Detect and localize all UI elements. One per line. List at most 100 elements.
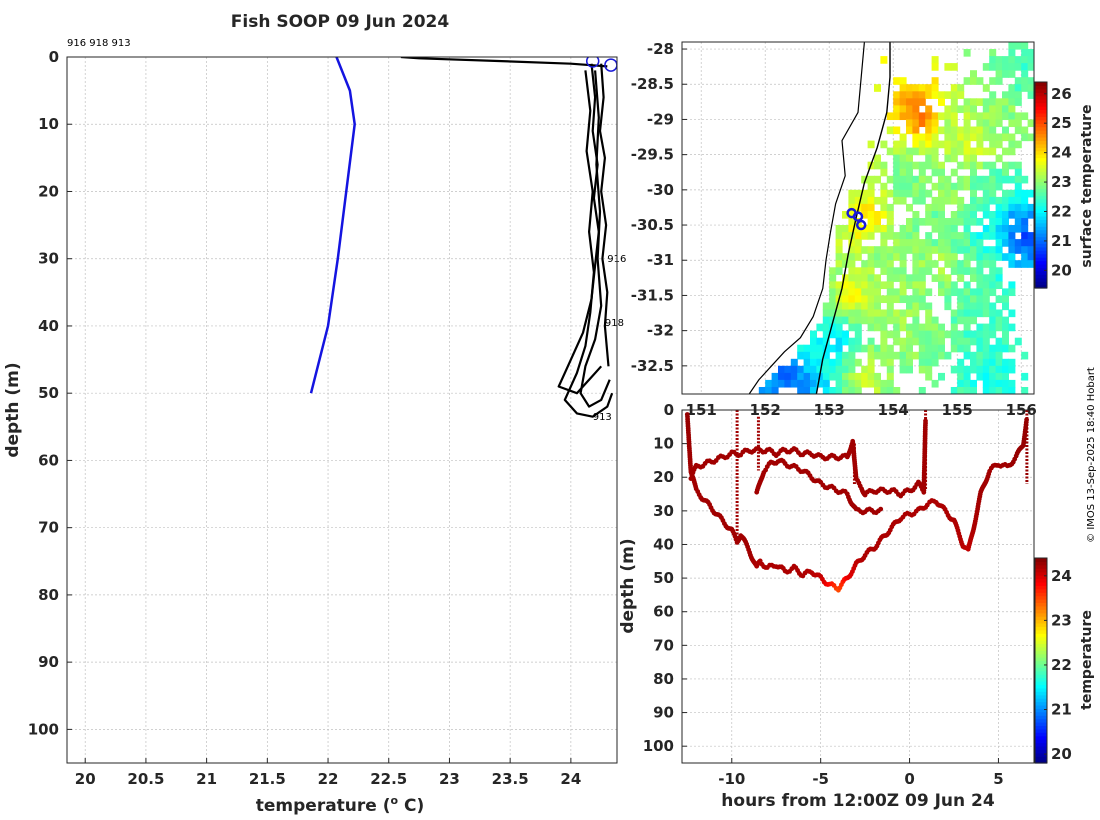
- map-sst-cell: [931, 112, 939, 121]
- map-sst-cell: [874, 253, 881, 261]
- map-colorbar-segment: [1035, 243, 1047, 248]
- map-sst-cell: [874, 161, 881, 170]
- map-sst-cell: [1008, 70, 1016, 78]
- map-sst-cell: [1002, 379, 1009, 388]
- map-colorbar-segment: [1035, 270, 1047, 275]
- map-sst-cell: [963, 211, 971, 219]
- map-sst-cell: [848, 253, 856, 261]
- map-sst-cell: [886, 358, 894, 367]
- map-sst-cell: [925, 84, 933, 92]
- map-colorbar: 20 21 22 23 24 25 26: [1034, 81, 1072, 289]
- map-sst-cell: [963, 260, 971, 268]
- map-sst-cell: [906, 84, 913, 92]
- depth-time-y-tick-label: 0: [664, 401, 674, 419]
- map-sst-cell: [1021, 253, 1029, 261]
- map-sst-cell: [899, 274, 907, 282]
- map-colorbar-segment: [1035, 171, 1047, 176]
- map-sst-cell: [1014, 260, 1022, 268]
- map-sst-cell: [1002, 316, 1009, 325]
- map-sst-cell: [1008, 260, 1016, 268]
- map-sst-cell: [829, 267, 837, 275]
- map-colorbar-segment: [1035, 82, 1047, 87]
- map-sst-cell: [950, 91, 958, 99]
- map-sst-cell: [995, 112, 1003, 121]
- map-sst-cell: [906, 112, 913, 121]
- map-sst-cell: [822, 309, 830, 318]
- map-sst-cell: [950, 112, 958, 121]
- map-sst-cell: [989, 330, 997, 339]
- map-colorbar-segment: [1035, 123, 1047, 128]
- map-sst-cell: [874, 288, 881, 297]
- map-sst-cell: [976, 239, 984, 247]
- map-sst-cell: [861, 344, 869, 353]
- map-sst-cell: [976, 126, 984, 135]
- map-sst-cell: [912, 267, 920, 275]
- map-sst-cell: [950, 147, 958, 156]
- map-sst-cell: [867, 203, 875, 212]
- map-sst-cell: [861, 379, 869, 388]
- map-sst-cell: [803, 344, 811, 353]
- map-sst-cell: [880, 260, 888, 268]
- map-sst-cell: [829, 372, 837, 381]
- map-sst-cell: [944, 239, 952, 247]
- map-sst-cell: [893, 126, 901, 135]
- map-sst-cell: [976, 302, 984, 311]
- map-sst-cell: [970, 274, 977, 282]
- map-sst-cell: [989, 387, 997, 394]
- depth-time-colorbar-segment: [1035, 561, 1047, 566]
- map-sst-cell: [1014, 218, 1022, 226]
- map-sst-cell: [989, 196, 997, 205]
- map-sst-cell: [886, 232, 894, 240]
- map-sst-cell: [950, 246, 958, 254]
- map-sst-cell: [1014, 98, 1022, 106]
- map-sst-cell: [995, 182, 1003, 191]
- map-sst-cell: [1021, 260, 1029, 268]
- profile-x-tick-label: 23.5: [492, 770, 529, 788]
- map-sst-cell: [899, 105, 907, 114]
- map-sst-cell: [918, 175, 926, 184]
- map-sst-cell: [848, 189, 856, 198]
- map-sst-cell: [976, 295, 984, 304]
- map-sst-cell: [1021, 70, 1029, 78]
- map-sst-cell: [874, 175, 881, 184]
- map-sst-cell: [963, 302, 971, 311]
- map-sst-cell: [1034, 49, 1041, 57]
- map-sst-cell: [1014, 77, 1022, 85]
- depth-time-axes-frame: [681, 409, 1035, 764]
- map-sst-cell: [931, 330, 939, 339]
- map-sst-cell: [918, 337, 926, 346]
- depth-time-y-label: depth (m): [618, 538, 638, 633]
- depth-time-colorbar-segment: [1035, 571, 1047, 576]
- depth-time-colorbar-segment: [1035, 742, 1047, 747]
- map-sst-cell: [970, 147, 977, 156]
- map-sst-cell: [912, 147, 920, 156]
- map-y-tick-label: -30: [647, 181, 674, 199]
- map-sst-cell: [829, 323, 837, 332]
- map-sst-cell: [970, 161, 977, 170]
- map-sst-cell: [1002, 330, 1009, 339]
- map-sst-cell: [982, 337, 990, 346]
- map-sst-cell: [1008, 358, 1016, 367]
- map-sst-cell: [931, 63, 939, 71]
- map-sst-cell: [899, 344, 907, 353]
- map-colorbar-segment: [1035, 136, 1047, 141]
- map-sst-cell: [950, 232, 958, 240]
- map-sst-cell: [938, 218, 945, 226]
- profile-series-line: [400, 57, 608, 68]
- depth-time-colorbar-label: temperature: [1079, 610, 1095, 710]
- map-sst-cell: [1021, 112, 1029, 121]
- map-sst-cell: [957, 105, 965, 114]
- map-sst-cell: [957, 211, 965, 219]
- profile-x-tick-label: 21: [196, 770, 217, 788]
- map-colorbar-tick-label: 26: [1051, 85, 1072, 103]
- map-sst-cell: [899, 337, 907, 346]
- map-sst-cell: [995, 295, 1003, 304]
- map-sst-cell: [886, 281, 894, 290]
- map-sst-cell: [880, 140, 888, 149]
- map-sst-cell: [848, 281, 856, 290]
- map-colorbar-tick-label: 22: [1051, 202, 1072, 220]
- map-sst-cell: [944, 91, 952, 99]
- depth-time-colorbar-segment: [1035, 595, 1047, 600]
- map-sst-cell: [944, 330, 952, 339]
- map-sst-cell: [867, 225, 875, 233]
